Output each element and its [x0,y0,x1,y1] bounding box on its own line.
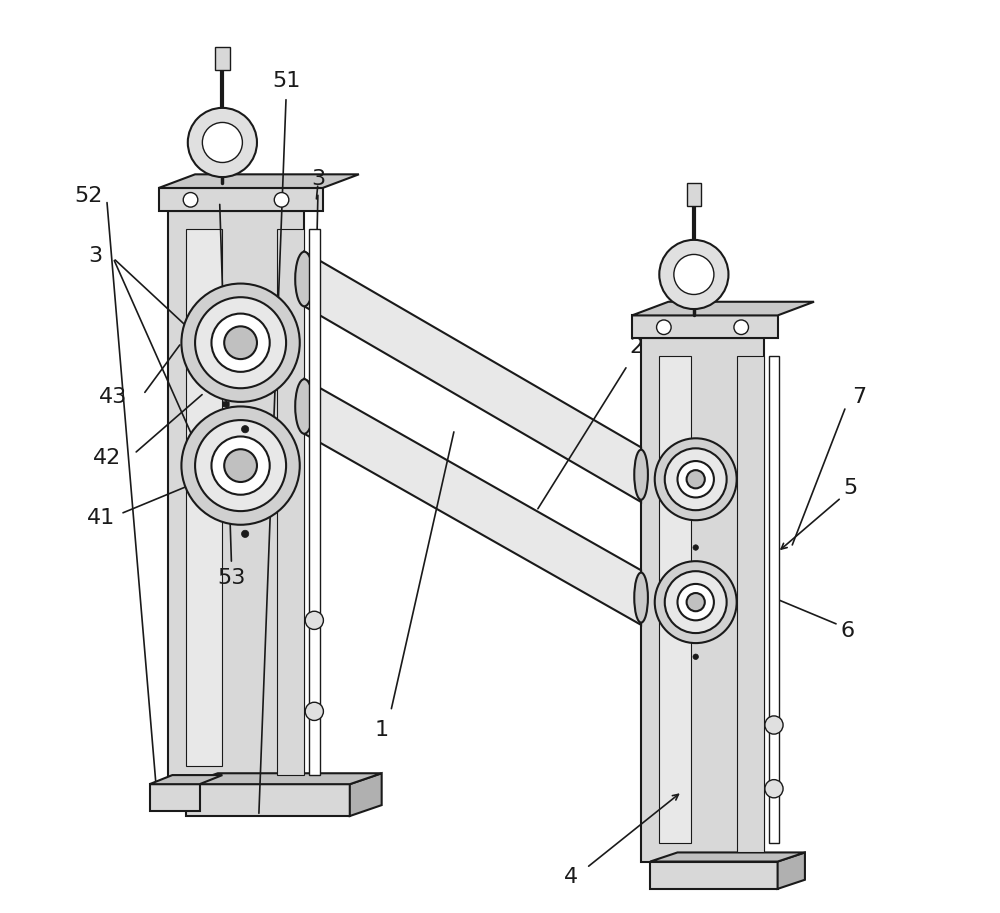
Ellipse shape [295,252,313,307]
Text: 7: 7 [852,387,867,407]
Circle shape [241,530,249,538]
Circle shape [765,716,783,734]
Circle shape [224,326,257,359]
Polygon shape [186,229,222,766]
Circle shape [665,572,727,633]
Bar [687,184,701,206]
Circle shape [765,780,783,798]
Circle shape [655,438,737,520]
Circle shape [677,584,714,620]
Circle shape [687,470,705,488]
Text: 3: 3 [88,247,102,267]
Circle shape [655,561,737,643]
Circle shape [224,449,257,482]
Circle shape [677,461,714,498]
Circle shape [674,255,714,295]
Polygon shape [150,775,222,784]
Text: 42: 42 [93,448,121,468]
Polygon shape [650,853,805,862]
Polygon shape [159,174,359,188]
Circle shape [665,448,727,510]
Circle shape [188,108,257,177]
Circle shape [693,654,698,659]
Text: 4: 4 [564,867,578,887]
Polygon shape [304,252,641,502]
Circle shape [305,611,323,629]
Ellipse shape [634,450,648,499]
Polygon shape [659,356,691,844]
Bar [309,229,320,775]
Circle shape [195,420,286,511]
Text: 1: 1 [375,719,389,740]
Polygon shape [150,784,200,812]
Polygon shape [159,188,323,211]
Circle shape [211,436,270,495]
Text: 51: 51 [272,71,300,91]
Text: 3: 3 [311,169,325,189]
Text: 5: 5 [843,478,858,498]
Circle shape [734,320,748,334]
Polygon shape [632,315,778,338]
Polygon shape [277,229,304,775]
Ellipse shape [295,379,313,434]
Bar [215,47,230,69]
Polygon shape [650,862,778,889]
Circle shape [181,406,300,525]
Circle shape [183,193,198,207]
Ellipse shape [634,572,648,623]
Polygon shape [304,379,641,624]
Text: 41: 41 [87,509,115,529]
Circle shape [305,702,323,720]
Text: 6: 6 [841,621,855,641]
Polygon shape [186,773,382,784]
Polygon shape [778,853,805,889]
Circle shape [657,320,671,334]
Circle shape [241,425,249,433]
Circle shape [195,298,286,388]
Circle shape [202,122,242,163]
Text: 53: 53 [217,568,246,588]
Polygon shape [350,773,382,816]
Circle shape [693,545,698,551]
Circle shape [659,240,728,309]
Circle shape [211,313,270,372]
Polygon shape [632,302,814,315]
Bar [769,356,779,844]
Text: 2: 2 [629,337,644,357]
Text: 52: 52 [74,186,103,206]
Circle shape [181,284,300,402]
Polygon shape [641,338,764,862]
Polygon shape [186,784,350,816]
Circle shape [687,593,705,611]
Polygon shape [168,211,304,784]
Text: 43: 43 [99,387,127,407]
Circle shape [274,193,289,207]
Polygon shape [737,356,764,853]
